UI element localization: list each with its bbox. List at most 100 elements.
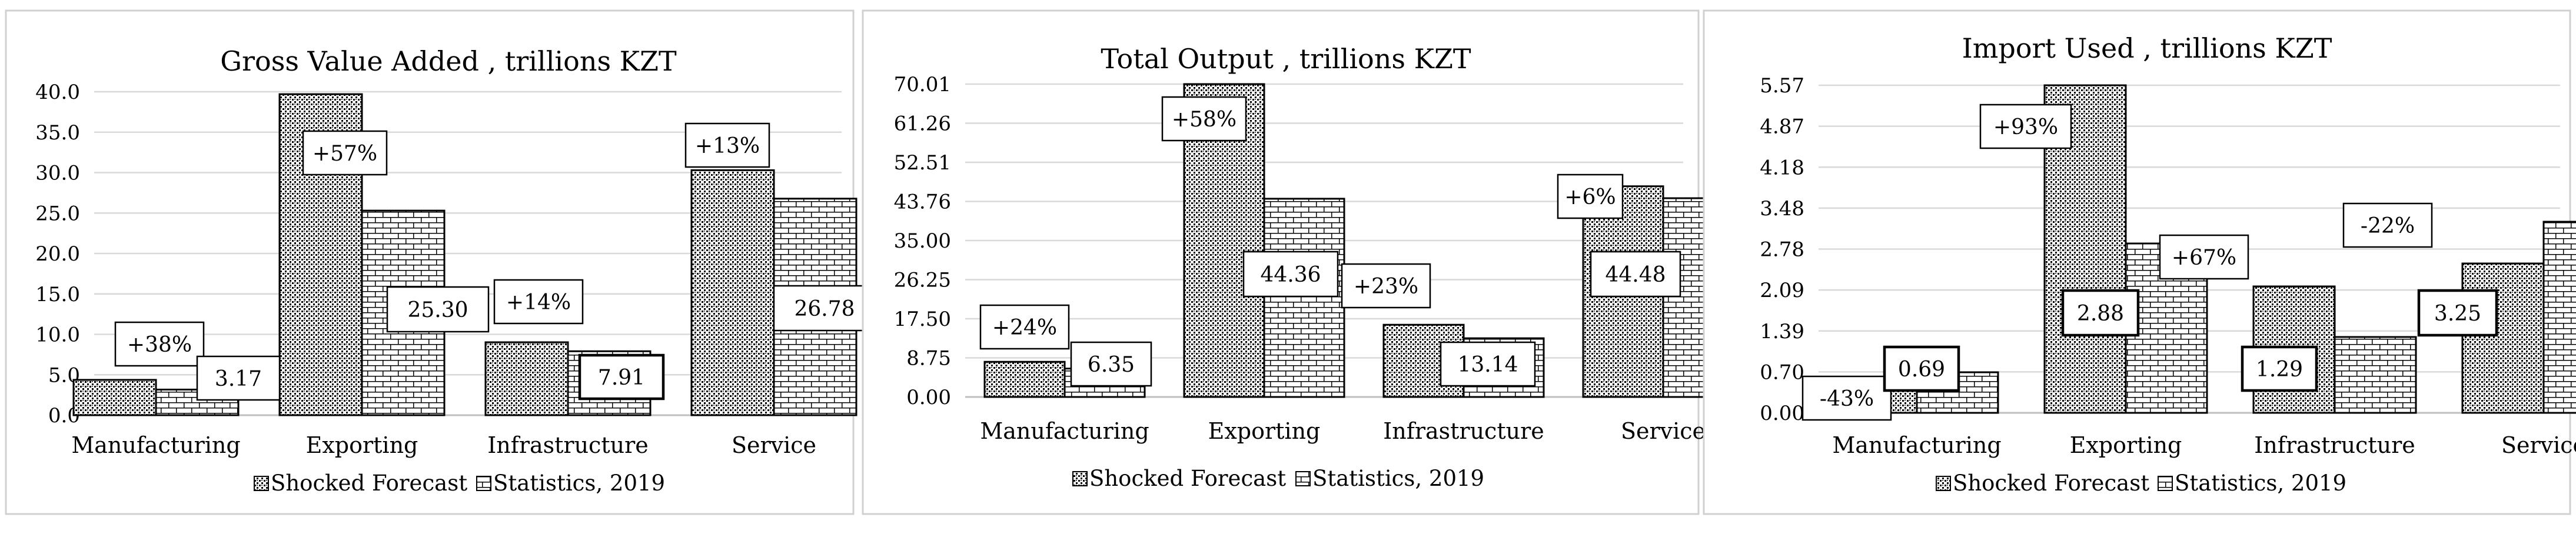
change-label-box: [302, 130, 388, 176]
y-tick-label: 1.39: [1760, 320, 1804, 343]
data-labels: +24% +58% +23% +6% 6.35 44.36 13.14 44.48: [979, 96, 1681, 387]
x-category-label: Manufacturing: [980, 418, 1149, 444]
legend-label-statistics-2019: Statistics, 2019: [493, 470, 665, 496]
x-category-label: Service: [1621, 418, 1706, 444]
chart-title: Import Used , trillions KZT: [1962, 32, 2332, 64]
y-tick-label: 20.0: [35, 242, 80, 266]
y-tick-label: 8.75: [906, 347, 951, 371]
panel-total-output: Total Output , trillions KZT 0.00 8.75 17.…: [862, 9, 1744, 515]
value-label: 3.25: [2434, 302, 2481, 326]
change-label-box: [1979, 104, 2072, 149]
y-tick-label: 2.78: [1760, 238, 1804, 262]
y-tick-label: 25.0: [35, 202, 80, 225]
legend: Shocked Forecast Statistics, 2019: [1936, 470, 2346, 496]
change-label: +14%: [506, 291, 571, 315]
change-label-box: [114, 321, 205, 367]
value-label-box: [773, 285, 876, 332]
chart-title: Gross Value Added , trillions KZT: [220, 45, 677, 77]
value-label: 13.14: [1457, 353, 1518, 377]
y-tick-label: 35.0: [35, 121, 80, 145]
value-label: 44.36: [1260, 263, 1321, 287]
change-label-box: [684, 122, 770, 168]
y-tick-label: 10.0: [35, 323, 80, 347]
bar-shocked-forecast-manufacturing: [983, 361, 1066, 398]
change-label: +57%: [313, 142, 377, 166]
legend-swatch-shocked-forecast: [1936, 476, 1951, 491]
panel-gross-value-added: Gross Value Added , trillions KZT 0.05.0…: [5, 9, 876, 515]
y-tick-label: 17.50: [894, 308, 951, 331]
x-category-label: Manufacturing: [71, 432, 240, 458]
x-category-label: Service: [732, 432, 816, 458]
change-label: +38%: [127, 333, 192, 357]
change-label: +13%: [695, 134, 760, 158]
change-label: +24%: [992, 316, 1057, 340]
change-label-box: [1161, 96, 1247, 142]
legend-swatch-shocked-forecast: [1072, 471, 1088, 486]
value-label: 7.91: [598, 366, 645, 390]
y-tick-label: 15.0: [35, 283, 80, 306]
legend-swatch-statistics-2019: [476, 476, 491, 491]
y-axis-ticks: 0.00 8.75 17.50 26.25 35.00 43.76 52.51 61.26 70…: [894, 73, 951, 409]
value-label-box: [196, 355, 281, 401]
value-label: 6.35: [1088, 353, 1135, 377]
y-tick-label: 43.76: [894, 191, 951, 214]
value-label-box: [1440, 341, 1536, 387]
legend-swatch-shocked-forecast: [254, 476, 269, 491]
x-category-label: Infrastructure: [1383, 418, 1544, 444]
x-axis-categories: Manufacturing Exporting Infrastructure Serv…: [980, 418, 1706, 444]
data-labels: -43% +93% +67% -22% 0.69 2.88 1.29 3.25: [1801, 104, 2498, 421]
bar-shocked-forecast-manufacturing: [72, 379, 157, 416]
y-tick-label: 30.0: [35, 162, 80, 185]
x-category-label: Manufacturing: [1832, 432, 2001, 458]
value-label-box: [1242, 251, 1339, 298]
change-label-box: [979, 304, 1070, 350]
y-tick-label: 70.01: [894, 73, 951, 96]
y-tick-label: 4.18: [1760, 156, 1804, 179]
change-label: -22%: [2361, 214, 2415, 238]
panel-import-used: Import Used , trillions KZT 0.00 0.70 1.39…: [1703, 9, 2576, 515]
bar-statistics-2019-infrastructure: [2334, 336, 2417, 414]
y-tick-label: 2.09: [1760, 279, 1804, 302]
value-label-box: [1883, 345, 1960, 392]
value-label: 3.17: [215, 367, 262, 391]
legend-label-statistics-2019: Statistics, 2019: [2175, 470, 2346, 496]
legend-swatch-statistics-2019: [2158, 476, 2173, 491]
y-tick-label: 0.00: [906, 386, 951, 409]
change-label: +67%: [2172, 246, 2236, 270]
x-category-label: Service: [2501, 432, 2576, 458]
bar-shocked-forecast-service: [690, 169, 775, 416]
change-label-box: [1341, 263, 1431, 309]
value-label: 1.29: [2256, 358, 2303, 382]
x-category-label: Infrastructure: [487, 432, 648, 458]
value-label: 44.48: [1605, 263, 1666, 287]
x-category-label: Infrastructure: [2254, 432, 2415, 458]
legend-label-shocked-forecast: Shocked Forecast: [1089, 466, 1286, 491]
change-label-box: [2159, 234, 2249, 280]
change-label: -43%: [1820, 387, 1874, 411]
bar-shocked-forecast-service: [2461, 262, 2545, 414]
x-axis-categories: Manufacturing Exporting Infrastructure Serv…: [71, 432, 816, 458]
y-tick-label: 3.48: [1760, 197, 1804, 221]
change-label: +23%: [1354, 275, 1418, 299]
change-label-box: [1557, 173, 1624, 219]
value-label: 26.78: [794, 297, 855, 321]
bar-statistics-2019-exporting: [1263, 198, 1345, 398]
y-tick-label: 35.00: [894, 229, 951, 253]
change-label: +93%: [1993, 115, 2058, 139]
value-label: 2.88: [2077, 302, 2124, 326]
y-tick-label: 5.57: [1760, 74, 1804, 98]
y-tick-label: 26.25: [894, 269, 951, 292]
change-label: +6%: [1564, 185, 1616, 209]
value-label-box: [2417, 289, 2498, 337]
x-axis-categories: Manufacturing Exporting Infrastructure Serv…: [1832, 432, 2576, 458]
y-tick-label: 52.51: [894, 151, 951, 175]
y-tick-label: 0.70: [1760, 361, 1804, 384]
change-label-box: [1801, 375, 1892, 421]
value-label-box: [2061, 289, 2140, 337]
y-tick-label: 61.26: [894, 112, 951, 136]
value-label-box: [2241, 345, 2318, 392]
legend-label-shocked-forecast: Shocked Forecast: [1953, 470, 2149, 496]
value-label-box: [578, 353, 665, 400]
value-label: 0.69: [1898, 358, 1945, 382]
